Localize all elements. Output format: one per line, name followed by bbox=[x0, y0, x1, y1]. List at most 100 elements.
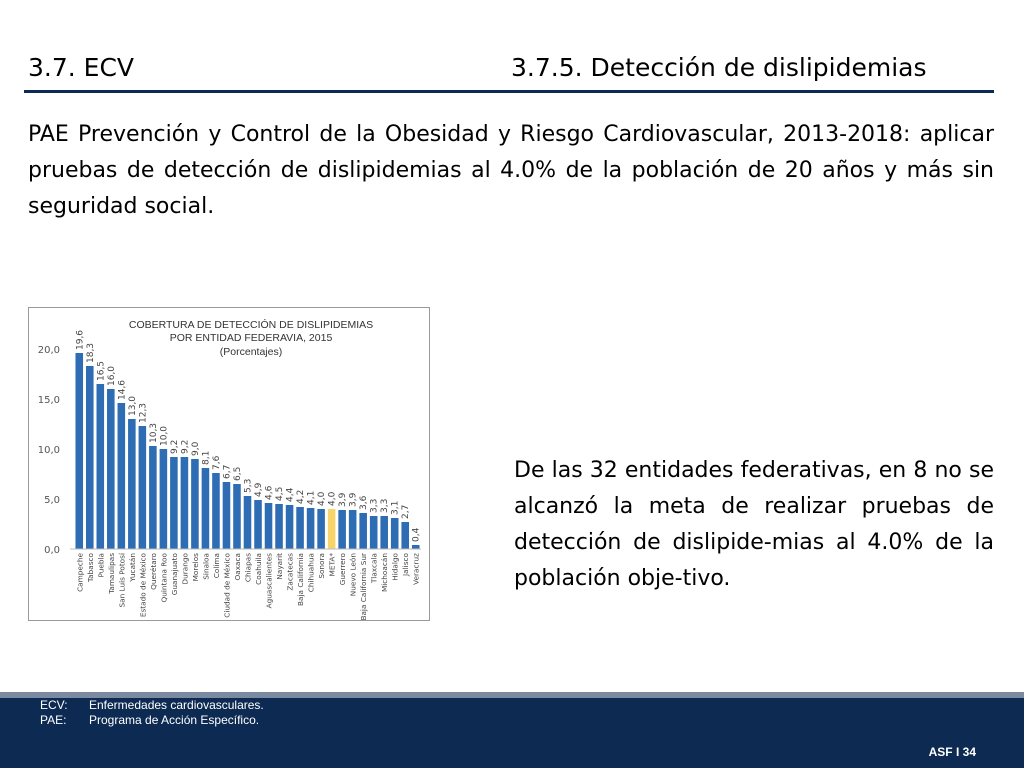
category-label: Zacatecas bbox=[286, 553, 295, 591]
chart-units: (Porcentajes) bbox=[220, 346, 282, 358]
footnote-abbr: PAE: bbox=[40, 713, 67, 727]
bar-michoac-n bbox=[380, 516, 388, 549]
bar-sonora bbox=[317, 509, 325, 549]
y-tick-label: 15,0 bbox=[38, 395, 60, 406]
footer-strip bbox=[0, 692, 1024, 698]
bar-meta bbox=[327, 509, 336, 549]
coverage-chart-svg: 0,05,010,015,020,0 19,618,316,5 16,014,61… bbox=[38, 318, 422, 620]
category-label: Colima bbox=[212, 553, 221, 578]
bar-value-label: 6,5 bbox=[233, 467, 243, 481]
category-label: Oaxaca bbox=[233, 553, 242, 581]
bar-zacatecas bbox=[285, 505, 294, 549]
category-label: Campeche bbox=[75, 552, 84, 591]
bar-baja-california bbox=[296, 507, 304, 549]
category-label: Sinaloa bbox=[201, 553, 210, 580]
header-divider bbox=[24, 90, 994, 93]
bar-durango bbox=[180, 457, 189, 549]
y-tick-label: 0,0 bbox=[44, 545, 60, 556]
bar-quer-taro bbox=[149, 446, 157, 549]
bar-aguascalientes bbox=[264, 503, 273, 549]
category-label: Coahuila bbox=[254, 553, 263, 585]
bar-colima bbox=[212, 473, 220, 549]
category-label: Chiapas bbox=[244, 553, 253, 582]
bars-layer bbox=[75, 353, 420, 549]
bar-jalisco bbox=[401, 522, 410, 549]
bar-puebla bbox=[96, 384, 105, 549]
footnote-text: Enfermedades cardiovasculares. bbox=[89, 698, 264, 712]
category-label: Yucatán bbox=[128, 553, 137, 583]
bar-value-label: 3,1 bbox=[391, 501, 401, 515]
bar-value-label: 4,5 bbox=[275, 487, 285, 501]
category-label: San Luis Potosí bbox=[117, 552, 126, 607]
category-label: Sonora bbox=[317, 553, 326, 579]
bar-value-label: 0,4 bbox=[412, 527, 422, 542]
bar-oaxaca bbox=[233, 484, 241, 549]
category-label: Puebla bbox=[96, 553, 105, 578]
category-label: Aguascalientes bbox=[265, 553, 274, 609]
bar-sinaloa bbox=[201, 468, 210, 549]
category-label: Michoacán bbox=[380, 553, 389, 592]
y-tick-label: 20,0 bbox=[38, 345, 60, 356]
value-labels: 19,618,316,5 16,014,613,0 12,310,3 10,09,2 9… bbox=[75, 330, 421, 542]
y-tick-label: 10,0 bbox=[38, 445, 60, 456]
bar-value-label: 3,3 bbox=[380, 499, 390, 513]
category-label: Tlaxcala bbox=[370, 553, 379, 584]
bar-value-label: 7,6 bbox=[212, 455, 222, 470]
chart-title: COBERTURA DE DETECCIÓN DE DISLIPIDEMIAS bbox=[129, 318, 373, 331]
bar-value-label: 9,2 bbox=[180, 440, 190, 454]
bar-value-label: 3,3 bbox=[370, 499, 380, 513]
bar-value-label: 6,7 bbox=[222, 465, 232, 479]
intro-paragraph: PAE Prevención y Control de la Obesidad … bbox=[28, 122, 994, 219]
category-label: Guanajuato bbox=[170, 552, 179, 595]
bar-coahuila bbox=[254, 500, 262, 549]
bar-yucat-n bbox=[128, 419, 136, 549]
bar-baja-california-sur bbox=[359, 513, 367, 549]
category-labels: Campeche Tabasco Puebla Tamaulipas San Luis … bbox=[75, 552, 420, 620]
footnote-pae: PAE: Programa de Acción Específico. bbox=[40, 713, 259, 727]
category-label: Jalisco bbox=[401, 552, 410, 576]
bar-value-label: 4,0 bbox=[328, 491, 338, 506]
bar-value-label: 4,4 bbox=[286, 487, 296, 502]
bar-chiapas bbox=[243, 496, 252, 549]
bar-tamaulipas bbox=[107, 389, 115, 549]
category-label: Tamaulipas bbox=[107, 553, 116, 595]
category-label: Durango bbox=[180, 552, 189, 584]
bar-value-label: 4,2 bbox=[296, 490, 306, 504]
bar-value-label: 9,0 bbox=[191, 441, 201, 456]
bar-value-label: 18,3 bbox=[86, 343, 96, 363]
bar-san-luis-potos bbox=[117, 403, 126, 549]
category-label: Baja California Sur bbox=[359, 553, 368, 620]
bar-nuevo-le-n bbox=[348, 510, 357, 549]
coverage-chart: 0,0 5,0 10,0 15,0 20,0 19,6 18,3 16,5 16,0 14,6 1… bbox=[28, 307, 430, 621]
category-label: Nayarit bbox=[275, 553, 284, 580]
footnote-text: Programa de Acción Específico. bbox=[89, 713, 260, 727]
bar-value-label: 10,3 bbox=[149, 423, 159, 443]
subsection-title: 3.7.5. Detección de dislipidemias bbox=[511, 53, 927, 82]
bar-value-label: 5,3 bbox=[244, 479, 254, 493]
footnote-abbr: ECV: bbox=[40, 698, 68, 712]
bar-guanajuato bbox=[170, 457, 178, 549]
category-label: Quintana Roo bbox=[159, 552, 168, 602]
category-label: Ciudad de México bbox=[222, 552, 231, 617]
bar-tabasco bbox=[85, 366, 94, 549]
bar-value-label: 12,3 bbox=[138, 403, 148, 423]
bar-value-label: 2,7 bbox=[401, 505, 411, 519]
category-label: Guerrero bbox=[338, 552, 347, 585]
bar-quintana-roo bbox=[159, 449, 168, 549]
bar-chihuahua bbox=[306, 508, 315, 549]
category-label: Querétaro bbox=[149, 552, 158, 589]
category-label: META* bbox=[328, 553, 337, 577]
bar-value-label: 4,1 bbox=[307, 491, 317, 505]
bar-value-label: 8,1 bbox=[201, 451, 211, 465]
category-label: Estado de México bbox=[138, 552, 147, 617]
bar-estado-de-m-xico bbox=[138, 426, 147, 549]
bar-tlaxcala bbox=[369, 516, 378, 549]
bar-value-label: 13,0 bbox=[128, 396, 138, 416]
bar-value-label: 3,9 bbox=[349, 492, 359, 507]
bar-value-label: 3,9 bbox=[338, 492, 348, 507]
y-axis: 0,0 5,0 10,0 15,0 20,0 bbox=[38, 345, 421, 556]
footer-bar bbox=[0, 692, 1024, 768]
bar-value-label: 9,2 bbox=[170, 440, 180, 454]
bar-value-label: 4,0 bbox=[317, 491, 327, 506]
bar-value-label: 3,6 bbox=[359, 495, 369, 510]
